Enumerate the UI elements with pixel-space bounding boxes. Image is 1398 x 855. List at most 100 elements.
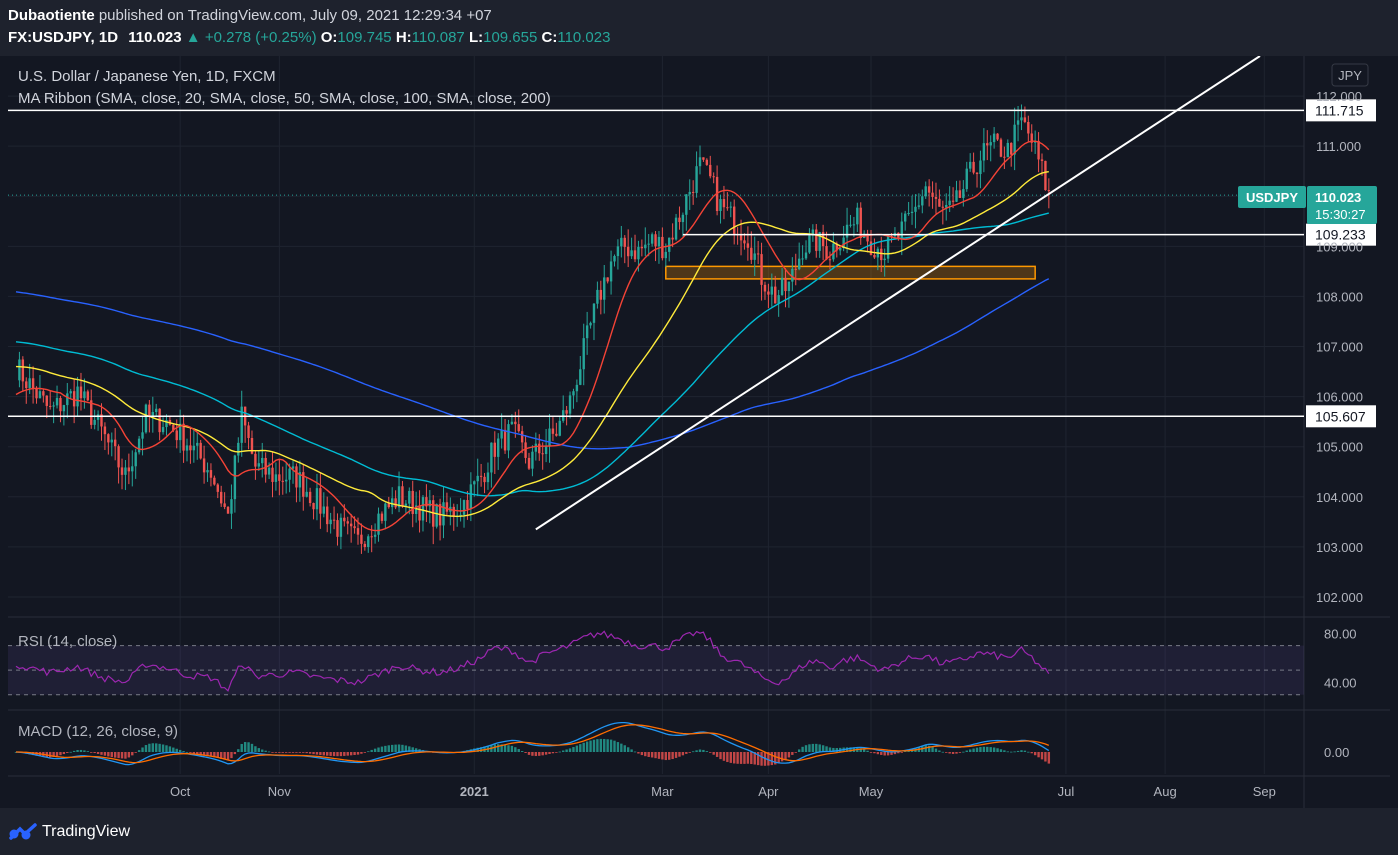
candle-body [370, 536, 373, 538]
macd-histogram-bar [493, 744, 496, 752]
time-tick-label: Sep [1253, 784, 1276, 799]
candle-body [196, 442, 199, 446]
candle-body [787, 281, 791, 292]
candle-body [777, 295, 780, 304]
candle-body [904, 213, 907, 222]
symbol-label[interactable]: FX:USDJPY, 1D [8, 29, 119, 46]
candle-body [821, 232, 825, 247]
candle-body [695, 166, 698, 193]
quote-line: FX:USDJPY, 1D 110.023 ▲ +0.278 (+0.25%) … [8, 29, 610, 46]
macd-histogram-bar [558, 751, 561, 753]
time-tick-label: Aug [1154, 784, 1177, 799]
macd-histogram-bar [1016, 750, 1020, 752]
candle-body [134, 452, 137, 467]
horizontal-levels: 111.715 109.233 105.607 [8, 99, 1376, 428]
macd-histogram-bar [862, 749, 866, 752]
macd-histogram-bar [158, 743, 161, 752]
currency-box[interactable] [1331, 63, 1369, 87]
price-chart[interactable]: 111.715 109.233 105.607 80.00 40.00 0.00 10… [8, 56, 1390, 808]
candle-body [572, 391, 575, 396]
candle-body [705, 159, 709, 165]
price-tick-label: 107.000 [1316, 340, 1363, 355]
macd-histogram-bar [671, 752, 674, 760]
candle-body [842, 237, 845, 248]
candle-body [880, 248, 883, 261]
macd-histogram-bar [332, 752, 336, 757]
chart-title: U.S. Dollar / Japanese Yen, 1D, FXCM [18, 68, 276, 85]
macd-histogram-bar [1003, 750, 1006, 752]
candle-body [107, 434, 110, 443]
macd-histogram-bar [312, 752, 315, 755]
candle-body [691, 191, 695, 193]
macd-histogram-bar [107, 752, 110, 757]
macd-histogram-bar [220, 752, 223, 759]
sma-200-line [15, 278, 1050, 450]
candle-body [616, 246, 620, 257]
candle-body [575, 384, 579, 392]
macd-histogram-bar [712, 752, 715, 755]
candle-body [42, 391, 45, 396]
macd-histogram-bar [261, 749, 264, 752]
candle-body [483, 476, 486, 483]
macd-histogram-bar [753, 752, 756, 765]
candle-body [722, 199, 726, 208]
candle-body [541, 453, 544, 455]
candle-body [452, 506, 455, 517]
candle-body [609, 261, 613, 282]
candle-body [66, 393, 69, 406]
author-name[interactable]: Dubaotiente [8, 7, 95, 24]
currency-label: JPY [1338, 68, 1362, 83]
macd-histogram-bar [55, 752, 59, 757]
candle-body [503, 429, 507, 451]
rsi-legend: RSI (14, close) [18, 633, 117, 650]
candle-body [797, 258, 801, 270]
candle-body [189, 445, 192, 451]
candle-body [538, 443, 541, 454]
level-badge [1306, 99, 1376, 122]
macd-histogram-bar [497, 744, 500, 752]
macd-histogram-bar [876, 752, 880, 755]
candle-body [295, 466, 298, 488]
price-tick-label: 108.000 [1316, 289, 1363, 304]
candle-body [849, 224, 852, 226]
macd-histogram-bar [1047, 752, 1051, 764]
candle-body [678, 217, 681, 223]
macd-histogram-bar [1013, 751, 1016, 753]
candle-body [941, 206, 945, 208]
candle-body [113, 439, 117, 447]
macd-histogram-bar [96, 752, 100, 754]
macd-histogram-bar [141, 747, 144, 752]
candle-body [924, 186, 927, 197]
candle-body [996, 133, 999, 140]
macd-histogram-bar [770, 752, 774, 766]
macd-histogram-bar [572, 747, 575, 752]
macd-histogram-bar [1033, 752, 1037, 756]
candle-body [681, 214, 685, 223]
candle-body [397, 486, 401, 508]
time-tick-label: Nov [268, 784, 292, 799]
candle-body [261, 457, 264, 464]
candle-body [654, 234, 657, 247]
macd-histogram-bar [223, 752, 226, 760]
candle-body [62, 405, 66, 412]
candle-body [1027, 121, 1030, 134]
macd-pane: 0.00 [14, 721, 1349, 766]
macd-histogram-bar [346, 752, 349, 756]
candle-body [1010, 142, 1013, 155]
candle-body [671, 237, 674, 240]
candle-body [356, 528, 360, 535]
macd-histogram-bar [900, 752, 903, 753]
candle-body [668, 237, 671, 252]
price-tick-label: 102.000 [1316, 590, 1363, 605]
macd-histogram-bar [507, 745, 510, 752]
macd-histogram-bar [373, 748, 377, 752]
macd-histogram-bar [664, 752, 667, 761]
candle-body [408, 490, 411, 504]
macd-histogram-bar [551, 752, 555, 754]
macd-histogram-bar [589, 740, 592, 752]
candle-body [726, 207, 729, 209]
macd-histogram-bar [127, 752, 131, 758]
tradingview-logo[interactable]: TradingView [8, 820, 130, 844]
macd-histogram-bar [503, 744, 507, 752]
chart-frame[interactable]: 111.715 109.233 105.607 80.00 40.00 0.00 10… [8, 56, 1390, 808]
